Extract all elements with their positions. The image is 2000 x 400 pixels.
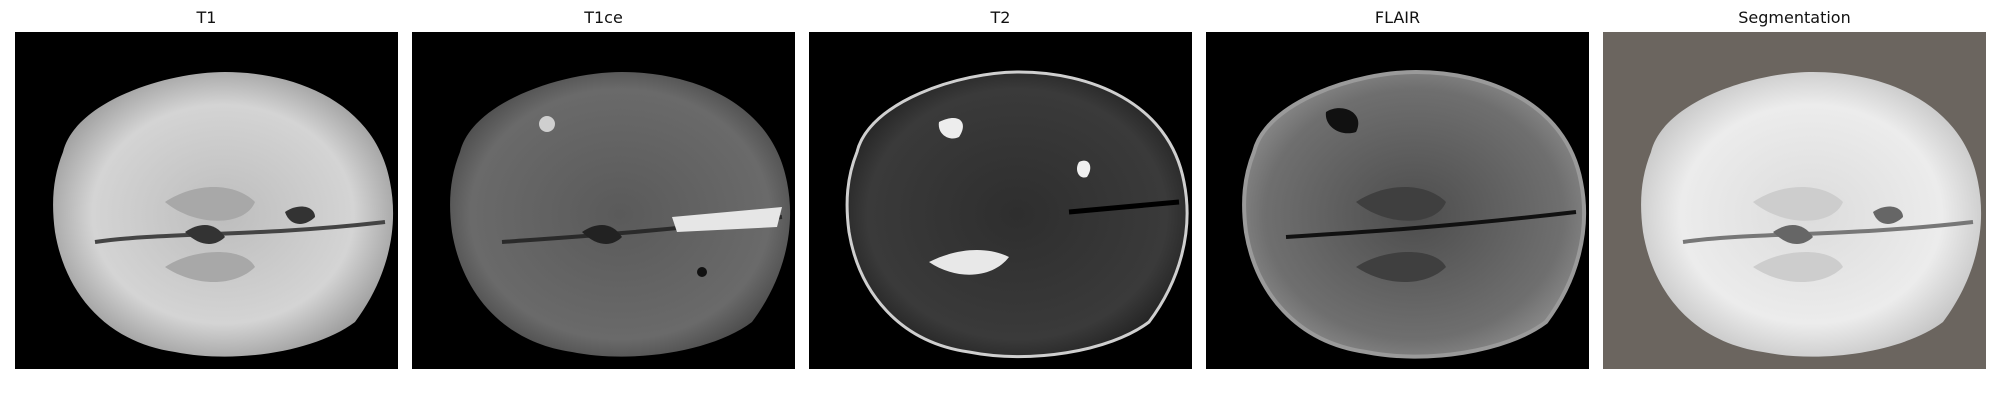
panel-flair: FLAIR [1206,0,1589,400]
mri-image-t2 [809,32,1192,369]
panel-t2: T2 [809,0,1192,400]
panel-title-t2: T2 [990,8,1011,27]
panel-title-t1: T1 [196,8,217,27]
panel-t1ce: T1ce [412,0,795,400]
mri-image-t1 [15,32,398,369]
panel-t1: T1 [15,0,398,400]
mri-image-t1ce [412,32,795,369]
mri-image-segmentation [1603,32,1986,369]
panel-title-t1ce: T1ce [584,8,623,27]
panel-title-flair: FLAIR [1374,8,1421,27]
panel-segmentation: Segmentation [1603,0,1986,400]
mri-image-flair [1206,32,1589,369]
panel-title-segmentation: Segmentation [1738,8,1851,27]
